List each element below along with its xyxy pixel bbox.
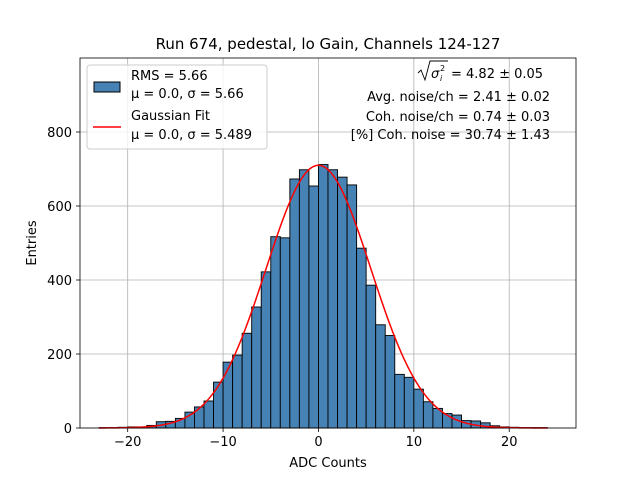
histogram-bar [194, 406, 205, 429]
legend-box [86, 64, 268, 150]
histogram-bar [384, 335, 396, 429]
histogram-bar [327, 169, 338, 429]
histogram-bar [203, 400, 214, 429]
chart-title: Run 674, pedestal, lo Gain, Channels 124… [156, 35, 501, 53]
coh-noise-text: Coh. noise/ch = 0.74 ± 0.03 [366, 110, 550, 125]
histogram-bar [289, 178, 300, 429]
histogram-bar [213, 381, 224, 429]
histogram-bar [270, 236, 281, 429]
histogram-bar [251, 306, 262, 429]
avg-noise-text: Avg. noise/ch = 2.41 ± 0.02 [367, 90, 550, 105]
y-axis: 0 200 400 600 800 [47, 126, 80, 437]
y-axis-label: Entries [25, 220, 40, 266]
gaussian-fit-line [99, 164, 548, 429]
legend-label-histogram-line1: RMS = 5.66 [131, 69, 208, 84]
legend: RMS = 5.66 μ = 0.0, σ = 5.66 Gaussian Fi… [86, 64, 268, 150]
y-tick-label: 600 [47, 200, 72, 215]
y-tick-label: 400 [47, 274, 72, 289]
noise-annotations: σ 2 i = 4.82 ± 0.05 Avg. noise/ch = 2.41… [351, 60, 550, 143]
histogram-bar [260, 271, 272, 429]
histogram-bar [413, 388, 424, 429]
x-tick-label: −10 [209, 435, 236, 450]
histogram-bar [279, 237, 291, 429]
histogram-bar [308, 185, 319, 429]
histogram-bar [422, 401, 434, 429]
histogram-bar [356, 247, 367, 429]
svg-text:2: 2 [440, 64, 445, 73]
x-axis-label: ADC Counts [289, 456, 367, 471]
x-axis: −20 −10 0 10 20 [114, 428, 518, 450]
histogram-bar [222, 361, 234, 429]
y-tick-label: 200 [47, 348, 72, 363]
histogram-bar [403, 376, 415, 429]
histogram-bar [394, 373, 405, 429]
legend-label-fit-line1: Gaussian Fit [131, 109, 210, 124]
x-tick-label: −20 [114, 435, 141, 450]
histogram-bar [241, 332, 253, 429]
plot-area [79, 57, 577, 429]
histogram-bar [365, 284, 377, 429]
coh-noise-percent-text: [%] Coh. noise = 30.74 ± 1.43 [351, 128, 550, 143]
histogram-bar [298, 169, 310, 429]
x-tick-label: 10 [406, 435, 423, 450]
histogram-bar [375, 324, 386, 429]
histogram-bar [337, 176, 348, 429]
plot-frame [79, 57, 577, 429]
legend-label-fit-line2: μ = 0.0, σ = 5.489 [131, 128, 252, 143]
y-tick-label: 800 [47, 126, 72, 141]
x-tick-label: 20 [501, 435, 518, 450]
legend-swatch-histogram [93, 81, 121, 93]
legend-label-histogram-line2: μ = 0.0, σ = 5.66 [131, 87, 244, 102]
histogram-bar [318, 164, 329, 429]
svg-text:i: i [440, 74, 443, 83]
histogram-bars [98, 164, 548, 429]
x-tick-label: 0 [314, 435, 322, 450]
sqrt-sigma-label: σ [431, 67, 440, 82]
sqrt-sigma-symbol: σ 2 i [417, 60, 448, 83]
histogram-bar [232, 354, 243, 429]
sqrt-sigma-value: = 4.82 ± 0.05 [451, 67, 543, 82]
y-tick-label: 0 [64, 422, 72, 437]
